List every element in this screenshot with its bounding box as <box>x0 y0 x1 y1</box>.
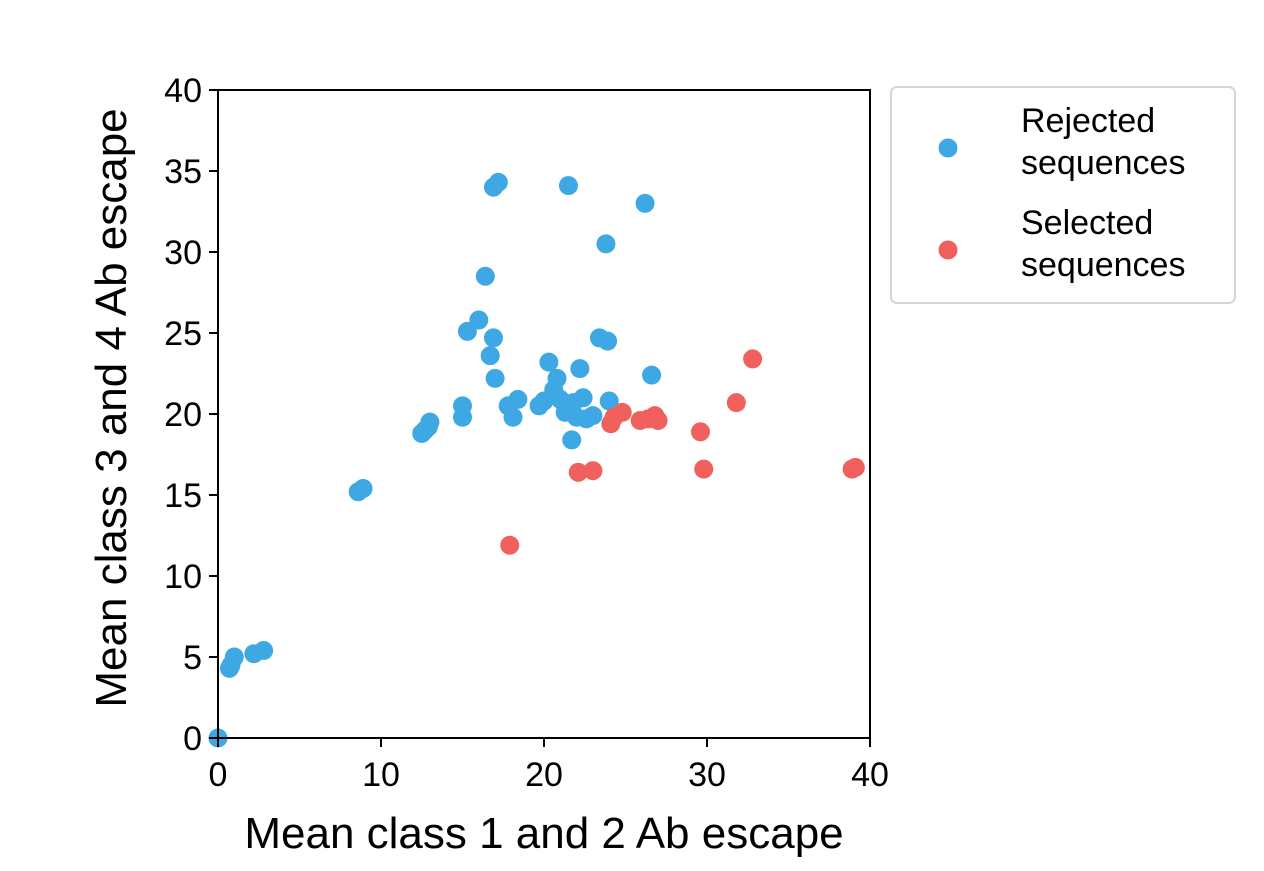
legend-marker <box>938 138 958 158</box>
data-point <box>845 457 865 477</box>
x-tick-label: 30 <box>688 756 726 794</box>
data-point <box>583 406 603 426</box>
y-axis-title: Mean class 3 and 4 Ab escape <box>87 108 136 707</box>
data-point <box>539 352 559 372</box>
series-1 <box>500 349 865 555</box>
data-point <box>469 310 489 330</box>
data-point <box>743 349 763 369</box>
legend-marker <box>938 240 958 260</box>
data-point <box>453 396 472 416</box>
data-point <box>480 346 500 366</box>
x-axis-title: Mean class 1 and 2 Ab escape <box>244 809 843 858</box>
legend-entry: Rejected sequences <box>938 102 1185 182</box>
data-point <box>547 368 567 388</box>
data-points <box>208 172 865 748</box>
data-point <box>573 388 593 408</box>
data-point <box>570 359 590 379</box>
data-point <box>726 393 746 413</box>
y-tick-label: 0 <box>183 720 202 758</box>
legend-label-line: Rejected <box>1021 102 1155 140</box>
data-point <box>485 368 505 388</box>
data-point <box>224 647 244 667</box>
data-point <box>353 479 373 499</box>
y-tick-label: 20 <box>164 396 202 434</box>
data-point <box>642 365 662 385</box>
data-point <box>596 234 616 254</box>
series-0 <box>208 172 662 748</box>
data-point <box>694 459 714 479</box>
y-tick-label: 35 <box>164 153 202 191</box>
legend: Rejected sequences Selected sequences <box>890 86 1236 304</box>
legend-box <box>890 86 1236 304</box>
data-point <box>483 328 503 348</box>
data-point <box>503 407 523 427</box>
data-point <box>648 410 668 430</box>
data-point <box>690 422 710 442</box>
data-point <box>598 331 618 351</box>
data-point <box>488 172 508 192</box>
legend-label-line: sequences <box>1021 144 1185 182</box>
data-point <box>475 266 495 286</box>
data-point <box>612 402 632 422</box>
y-tick-label: 5 <box>183 639 202 677</box>
y-tick-label: 30 <box>164 234 202 272</box>
x-tick-label: 10 <box>362 756 400 794</box>
y-tick-label: 25 <box>164 315 202 353</box>
x-tick-label: 40 <box>851 756 889 794</box>
data-point <box>254 641 274 661</box>
legend-label-line: Selected <box>1021 204 1153 242</box>
data-point <box>562 430 582 450</box>
y-tick-label: 40 <box>164 72 202 110</box>
axis-ticks: 0 10 20 30 40 0 5 10 15 20 25 30 35 40 <box>164 72 889 794</box>
data-point <box>583 461 603 481</box>
data-point <box>508 389 528 409</box>
y-tick-label: 15 <box>164 477 202 515</box>
legend-label-line: sequences <box>1021 246 1185 284</box>
data-point <box>500 535 520 555</box>
x-tick-label: 20 <box>525 756 563 794</box>
data-point <box>420 412 440 432</box>
x-tick-label: 0 <box>209 756 228 794</box>
data-point <box>635 193 655 213</box>
legend-entry: Selected sequences <box>938 204 1185 284</box>
data-point <box>568 462 588 482</box>
data-point <box>558 176 578 196</box>
data-point <box>599 391 619 411</box>
y-tick-label: 10 <box>164 558 202 596</box>
